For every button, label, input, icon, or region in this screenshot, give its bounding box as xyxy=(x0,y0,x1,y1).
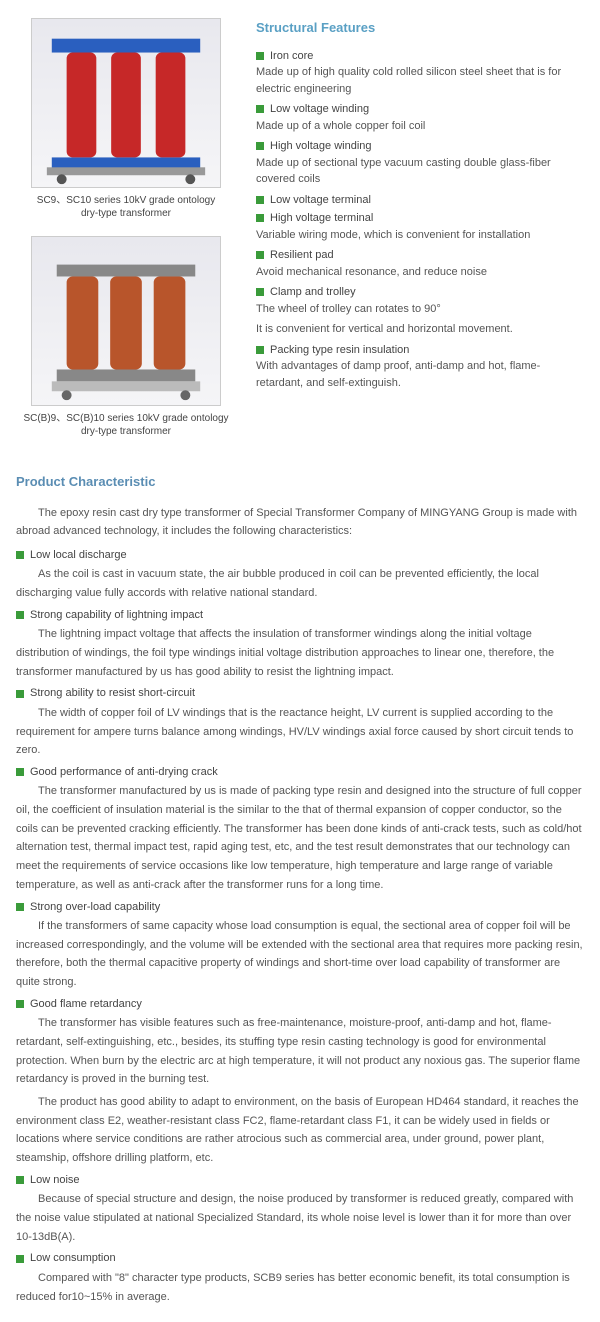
characteristic-item: Strong capability of lightning impactThe… xyxy=(16,607,584,682)
characteristic-item: Low noiseBecause of special structure an… xyxy=(16,1172,584,1247)
product-image-1 xyxy=(31,18,221,188)
feature-desc: Made up of a whole copper foil coil xyxy=(256,118,584,135)
characteristic-list: Low local dischargeAs the coil is cast i… xyxy=(16,547,584,1306)
characteristic-desc: The product has good ability to adapt to… xyxy=(16,1093,584,1168)
feature-label: Clamp and trolley xyxy=(270,284,356,301)
caption-1: SC9、SC10 series 10kV grade ontologydry-t… xyxy=(16,194,236,220)
caption-2: SC(B)9、SC(B)10 series 10kV grade ontolog… xyxy=(16,412,236,438)
bullet-icon xyxy=(256,288,264,296)
feature-label: High voltage winding xyxy=(270,138,372,155)
characteristic-item: Low consumption Compared with "8" charact… xyxy=(16,1250,584,1306)
feature-item: Resilient padAvoid mechanical resonance,… xyxy=(256,247,584,280)
feature-item: Iron coreMade up of high quality cold ro… xyxy=(256,48,584,98)
characteristic-item: Low local dischargeAs the coil is cast i… xyxy=(16,547,584,603)
bullet-icon xyxy=(16,690,24,698)
bullet-icon xyxy=(256,346,264,354)
feature-item: High voltage terminalVariable wiring mod… xyxy=(256,210,584,243)
feature-desc: With advantages of damp proof, anti-damp… xyxy=(256,358,584,391)
feature-desc: Made up of sectional type vacuum casting… xyxy=(256,155,584,188)
characteristic-label: Strong over-load capability xyxy=(30,899,160,916)
characteristic-desc: If the transformers of same capacity who… xyxy=(16,917,584,992)
product-image-2 xyxy=(31,236,221,406)
characteristic-desc: The lightning impact voltage that affect… xyxy=(16,625,584,681)
bullet-icon xyxy=(16,1255,24,1263)
feature-desc: It is convenient for vertical and horizo… xyxy=(256,321,584,338)
characteristic-desc: Compared with "8" character type product… xyxy=(16,1269,584,1306)
feature-label: Iron core xyxy=(270,48,313,65)
characteristic-desc: The transformer manufactured by us is ma… xyxy=(16,782,584,894)
feature-item: Low voltage windingMade up of a whole co… xyxy=(256,101,584,134)
feature-desc: Avoid mechanical resonance, and reduce n… xyxy=(256,264,584,281)
characteristic-desc: The transformer has visible features suc… xyxy=(16,1014,584,1089)
characteristic-title: Product Characteristic xyxy=(16,472,584,492)
feature-item: Packing type resin insulationWith advant… xyxy=(256,342,584,392)
feature-item: Low voltage terminal xyxy=(256,192,584,209)
bullet-icon xyxy=(16,903,24,911)
characteristic-item: Good flame retardancyThe transformer has… xyxy=(16,996,584,1168)
characteristic-item: Good performance of anti-drying crackThe… xyxy=(16,764,584,895)
bullet-icon xyxy=(16,551,24,559)
product-images-column: SC9、SC10 series 10kV grade ontologydry-t… xyxy=(16,12,236,454)
bullet-icon xyxy=(256,214,264,222)
bullet-icon xyxy=(16,1000,24,1008)
features-list: Iron coreMade up of high quality cold ro… xyxy=(256,48,584,392)
bullet-icon xyxy=(256,196,264,204)
structural-title: Structural Features xyxy=(256,18,584,38)
characteristic-label: Low local discharge xyxy=(30,547,127,564)
feature-label: Packing type resin insulation xyxy=(270,342,409,359)
bullet-icon xyxy=(256,142,264,150)
characteristic-item: Strong over-load capabilityIf the transf… xyxy=(16,899,584,992)
bullet-icon xyxy=(16,611,24,619)
characteristic-label: Good flame retardancy xyxy=(30,996,142,1013)
characteristic-label: Low consumption xyxy=(30,1250,116,1267)
characteristic-desc: As the coil is cast in vacuum state, the… xyxy=(16,565,584,602)
feature-label: Low voltage terminal xyxy=(270,192,371,209)
feature-item: Clamp and trolleyThe wheel of trolley ca… xyxy=(256,284,584,338)
characteristic-item: Strong ability to resist short-circuit Th… xyxy=(16,685,584,760)
bullet-icon xyxy=(256,105,264,113)
feature-desc: Made up of high quality cold rolled sili… xyxy=(256,64,584,97)
characteristic-label: Low noise xyxy=(30,1172,80,1189)
feature-label: Low voltage winding xyxy=(270,101,369,118)
feature-desc: Variable wiring mode, which is convenien… xyxy=(256,227,584,244)
feature-item: High voltage windingMade up of sectional… xyxy=(256,138,584,188)
bullet-icon xyxy=(16,768,24,776)
structural-features: Structural Features Iron coreMade up of … xyxy=(256,12,584,454)
characteristic-label: Strong ability to resist short-circuit xyxy=(30,685,195,702)
bullet-icon xyxy=(256,251,264,259)
feature-label: Resilient pad xyxy=(270,247,334,264)
characteristic-label: Strong capability of lightning impact xyxy=(30,607,203,624)
feature-desc: The wheel of trolley can rotates to 90° xyxy=(256,301,584,318)
product-characteristic: Product Characteristic The epoxy resin c… xyxy=(16,472,584,1306)
top-section: SC9、SC10 series 10kV grade ontologydry-t… xyxy=(16,12,584,454)
feature-label: High voltage terminal xyxy=(270,210,373,227)
bullet-icon xyxy=(256,52,264,60)
bullet-icon xyxy=(16,1176,24,1184)
characteristic-intro: The epoxy resin cast dry type transforme… xyxy=(16,504,584,541)
characteristic-desc: Because of special structure and design,… xyxy=(16,1190,584,1246)
characteristic-desc: The width of copper foil of LV windings … xyxy=(16,704,584,760)
characteristic-label: Good performance of anti-drying crack xyxy=(30,764,218,781)
